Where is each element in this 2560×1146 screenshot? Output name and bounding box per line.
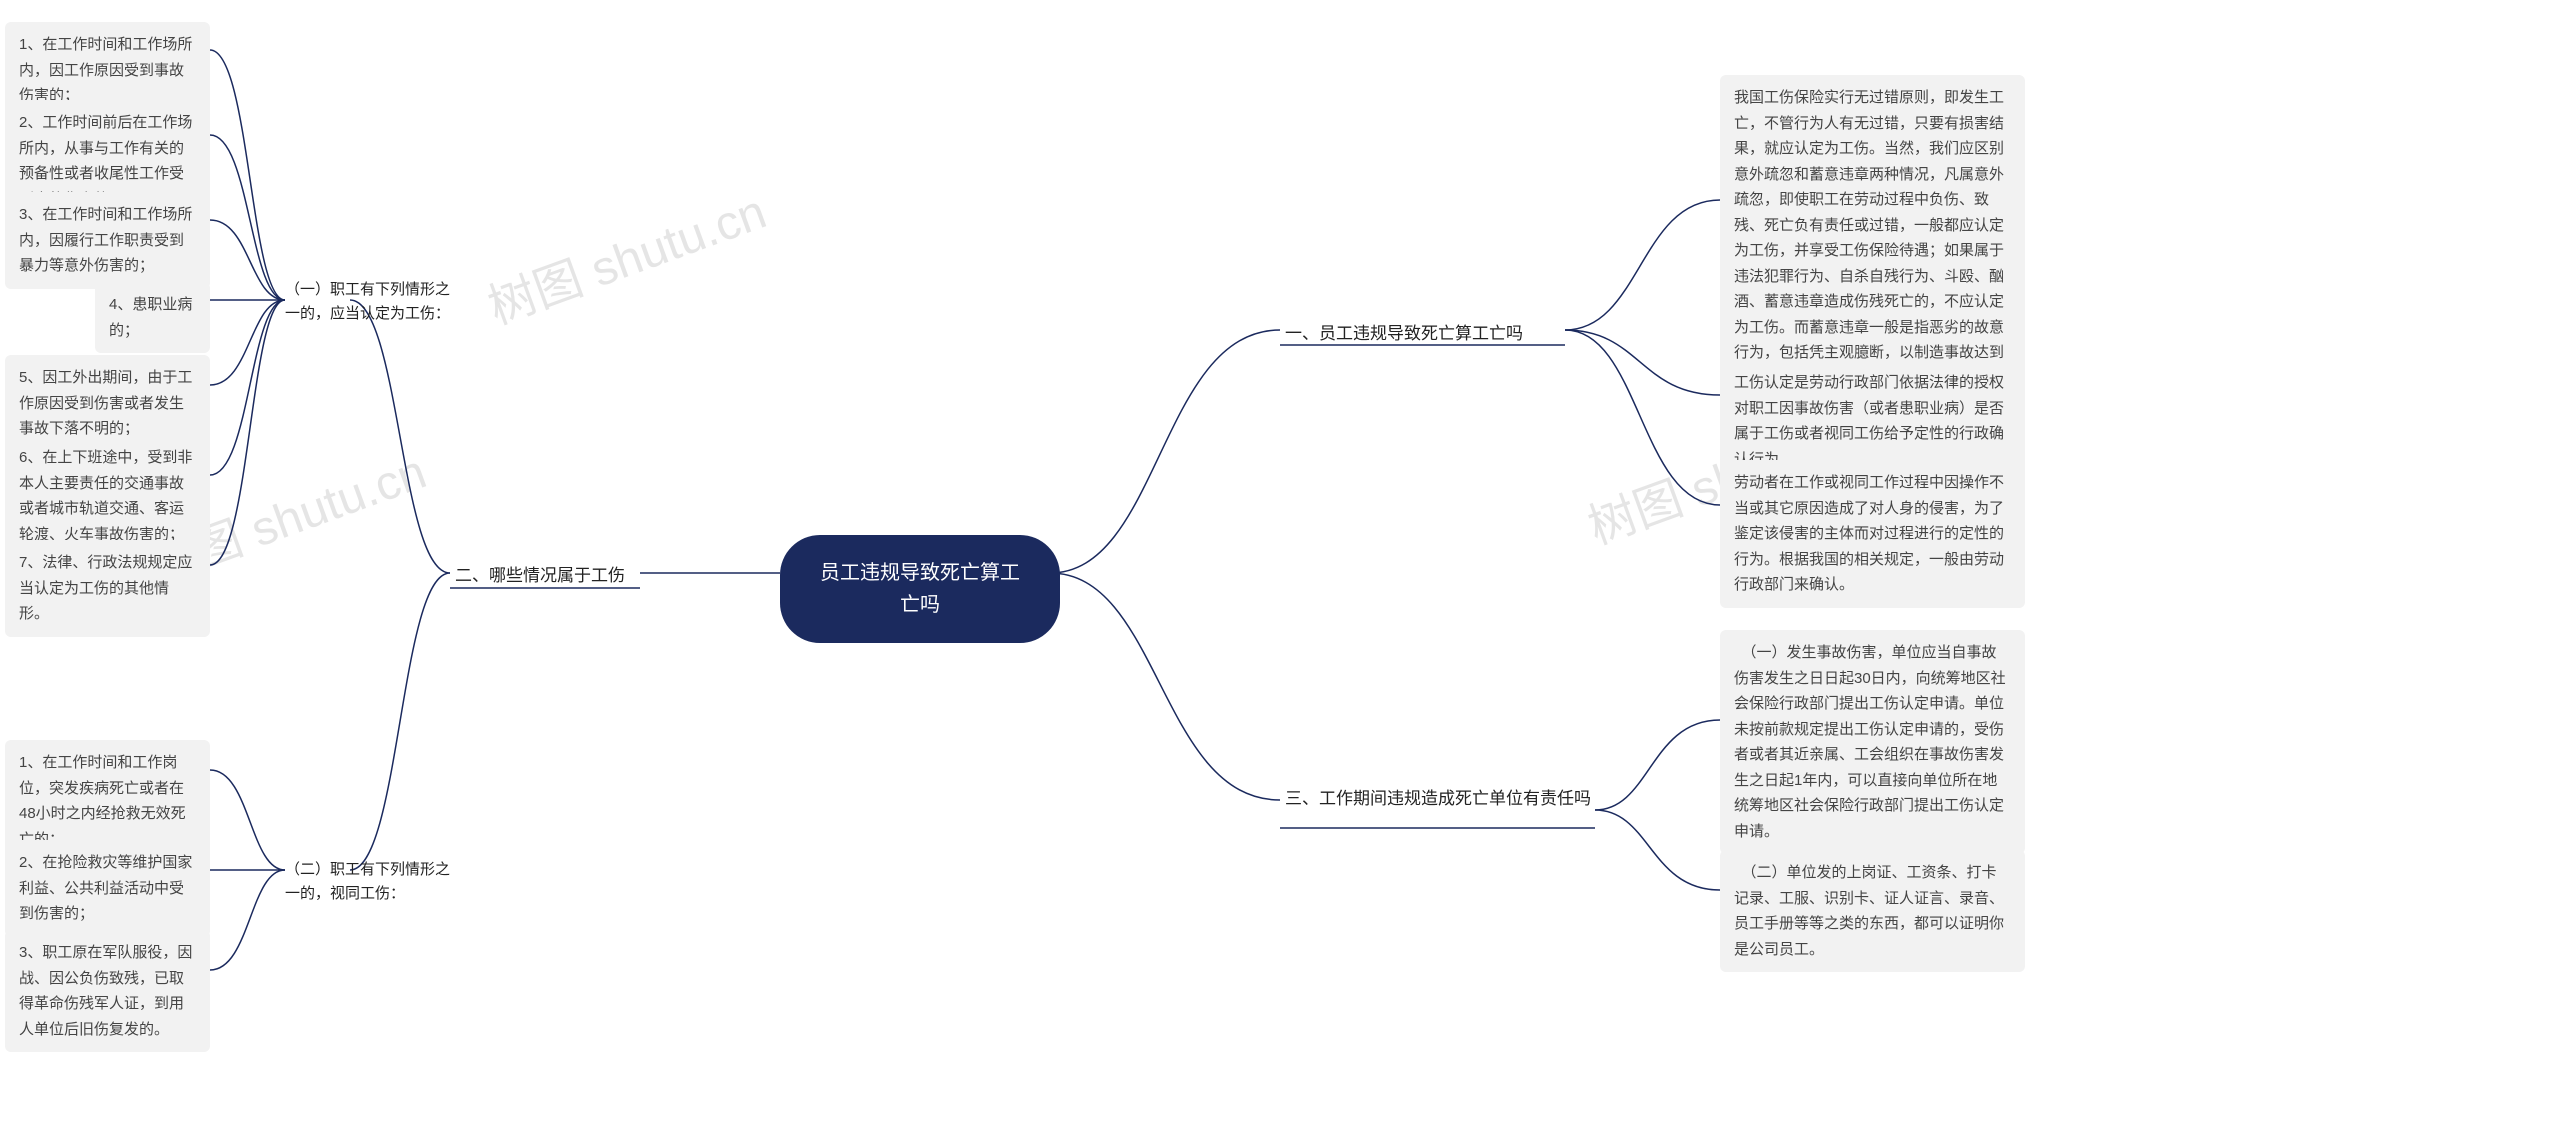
leaf-l2-2-text: 2、在抢险救灾等维护国家利益、公共利益活动中受到伤害的； <box>19 854 192 922</box>
branch-right-1: 一、员工违规导致死亡算工亡吗 <box>1285 320 1565 347</box>
leaf-r3-2-text: （二）单位发的上岗证、工资条、打卡记录、工服、识别卡、证人证言、录音、员工手册等… <box>1734 864 2004 958</box>
leaf-l1-6: 6、在上下班途中，受到非本人主要责任的交通事故或者城市轨道交通、客运轮渡、火车事… <box>5 435 210 557</box>
branch-left-2-label: 二、哪些情况属于工伤 <box>455 566 625 585</box>
leaf-l1-3: 3、在工作时间和工作场所内，因履行工作职责受到暴力等意外伤害的； <box>5 192 210 289</box>
leaf-l1-7-text: 7、法律、行政法规规定应当认定为工伤的其他情形。 <box>19 554 192 622</box>
connector-lines <box>0 0 2560 1146</box>
leaf-l2-1-text: 1、在工作时间和工作岗位，突发疾病死亡或者在48小时之内经抢救无效死亡的； <box>19 754 186 848</box>
leaf-r1-3-text: 劳动者在工作或视同工作过程中因操作不当或其它原因造成了对人身的侵害，为了鉴定该侵… <box>1734 474 2004 593</box>
leaf-l1-6-text: 6、在上下班途中，受到非本人主要责任的交通事故或者城市轨道交通、客运轮渡、火车事… <box>19 449 192 543</box>
leaf-l1-7: 7、法律、行政法规规定应当认定为工伤的其他情形。 <box>5 540 210 637</box>
sub-left-2-2-label: （二）职工有下列情形之一的，视同工伤： <box>285 861 450 902</box>
leaf-r3-2: （二）单位发的上岗证、工资条、打卡记录、工服、识别卡、证人证言、录音、员工手册等… <box>1720 850 2025 972</box>
branch-right-1-label: 一、员工违规导致死亡算工亡吗 <box>1285 324 1523 343</box>
center-topic-text: 员工违规导致死亡算工亡吗 <box>820 562 1020 616</box>
leaf-l2-2: 2、在抢险救灾等维护国家利益、公共利益活动中受到伤害的； <box>5 840 210 937</box>
leaf-l1-4-text: 4、患职业病的； <box>109 296 192 339</box>
leaf-l2-3: 3、职工原在军队服役，因战、因公负伤致残，已取得革命伤残军人证，到用人单位后旧伤… <box>5 930 210 1052</box>
leaf-r1-3: 劳动者在工作或视同工作过程中因操作不当或其它原因造成了对人身的侵害，为了鉴定该侵… <box>1720 460 2025 608</box>
leaf-r1-2-text: 工伤认定是劳动行政部门依据法律的授权对职工因事故伤害（或者患职业病）是否属于工伤… <box>1734 374 2004 468</box>
watermark: 树图 shutu.cn <box>477 172 774 337</box>
leaf-r1-1-text: 我国工伤保险实行无过错原则，即发生工亡，不管行为人有无过错，只要有损害结果，就应… <box>1734 89 2004 387</box>
leaf-l1-1-text: 1、在工作时间和工作场所内，因工作原因受到事故伤害的； <box>19 36 192 104</box>
branch-right-3-label: 三、工作期间违规造成死亡单位有责任吗 <box>1285 789 1591 808</box>
branch-right-3: 三、工作期间违规造成死亡单位有责任吗 <box>1285 785 1595 812</box>
sub-left-2-2: （二）职工有下列情形之一的，视同工伤： <box>285 858 460 906</box>
leaf-l1-3-text: 3、在工作时间和工作场所内，因履行工作职责受到暴力等意外伤害的； <box>19 206 192 274</box>
leaf-r1-1: 我国工伤保险实行无过错原则，即发生工亡，不管行为人有无过错，只要有损害结果，就应… <box>1720 75 2025 401</box>
center-topic: 员工违规导致死亡算工亡吗 <box>780 535 1060 643</box>
leaf-r3-1: （一）发生事故伤害，单位应当自事故伤害发生之日日起30日内，向统筹地区社会保险行… <box>1720 630 2025 854</box>
leaf-r3-1-text: （一）发生事故伤害，单位应当自事故伤害发生之日日起30日内，向统筹地区社会保险行… <box>1734 644 2006 840</box>
leaf-l1-4: 4、患职业病的； <box>95 282 210 353</box>
leaf-l2-3-text: 3、职工原在军队服役，因战、因公负伤致残，已取得革命伤残军人证，到用人单位后旧伤… <box>19 944 192 1038</box>
branch-left-2: 二、哪些情况属于工伤 <box>455 562 645 589</box>
sub-left-2-1-label: （一）职工有下列情形之一的，应当认定为工伤： <box>285 281 450 322</box>
leaf-l1-5-text: 5、因工外出期间，由于工作原因受到伤害或者发生事故下落不明的； <box>19 369 192 437</box>
sub-left-2-1: （一）职工有下列情形之一的，应当认定为工伤： <box>285 278 460 326</box>
